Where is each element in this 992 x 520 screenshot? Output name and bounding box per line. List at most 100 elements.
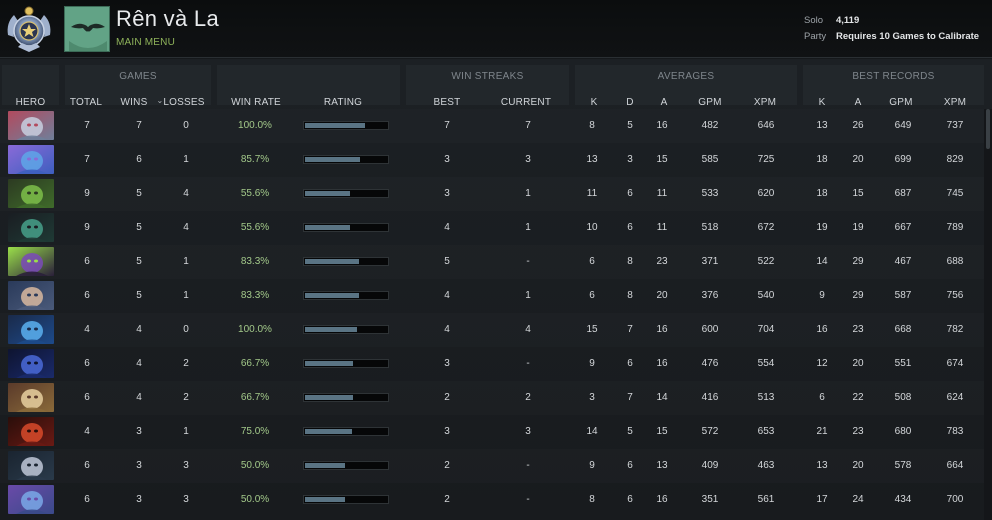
cell-best: 3 [444, 358, 450, 369]
hero-6-icon[interactable] [8, 281, 54, 310]
table-row[interactable]: 4 4 0 100.0% 4 4 15 7 16 600 704 16 23 668 782 [0, 313, 985, 347]
col-total[interactable]: TOTAL [69, 97, 103, 108]
cell-win-rate: 75.0% [240, 426, 270, 437]
cell-d: 6 [627, 188, 633, 199]
cell-xpm: 463 [757, 460, 775, 471]
cell-best: 2 [444, 460, 450, 471]
cell-bk: 19 [816, 222, 828, 233]
col-best-streak[interactable]: BEST [433, 97, 461, 108]
cell-bgpm: 578 [894, 460, 912, 471]
table-row[interactable]: 6 4 2 66.7% 2 2 3 7 14 416 513 6 22 508 624 [0, 381, 985, 415]
col-rating[interactable]: RATING [323, 97, 363, 108]
cell-losses: 4 [183, 222, 189, 233]
table-row[interactable]: 6 3 3 50.0% 2 - 9 6 13 409 463 13 20 578 664 [0, 449, 985, 483]
col-hero[interactable]: HERO [15, 97, 46, 108]
cell-bxpm: 624 [946, 392, 964, 403]
hero-2-icon[interactable] [8, 145, 54, 174]
hero-10-icon[interactable] [8, 417, 54, 446]
cell-wins: 3 [136, 494, 142, 505]
rank-medal-icon [7, 6, 51, 52]
col-avg-d[interactable]: D [626, 97, 634, 108]
col-best-k[interactable]: K [818, 97, 826, 108]
cell-total: 6 [84, 290, 90, 301]
cell-ba: 29 [852, 290, 864, 301]
hero-12-icon[interactable] [8, 485, 54, 514]
col-losses[interactable]: LOSSES [163, 97, 205, 108]
rating-bar [303, 291, 389, 300]
rating-bar-fill [305, 463, 345, 468]
cell-gpm: 416 [701, 392, 719, 403]
cell-total: 6 [84, 494, 90, 505]
cell-bgpm: 467 [894, 256, 912, 267]
table-row[interactable]: 6 5 1 83.3% 5 - 6 8 23 371 522 14 29 467 688 [0, 245, 985, 279]
col-wins[interactable]: WINS [120, 97, 148, 108]
cell-wins: 3 [136, 460, 142, 471]
cell-d: 7 [627, 392, 633, 403]
table-row[interactable]: 6 4 2 66.7% 3 - 9 6 16 476 554 12 20 551 674 [0, 347, 985, 381]
table-row[interactable]: 6 5 1 83.3% 4 1 6 8 20 376 540 9 29 587 756 [0, 279, 985, 313]
rating-bar [303, 121, 389, 130]
cell-xpm: 561 [757, 494, 775, 505]
col-best-xpm[interactable]: XPM [943, 97, 967, 108]
vertical-scrollbar[interactable] [984, 109, 992, 520]
cell-k: 11 [586, 188, 598, 199]
hero-4-icon[interactable] [8, 213, 54, 242]
cell-best: 2 [444, 494, 450, 505]
cell-wins: 4 [136, 392, 142, 403]
cell-bk: 14 [816, 256, 828, 267]
cell-xpm: 540 [757, 290, 775, 301]
cell-current: 7 [525, 120, 531, 131]
cell-xpm: 725 [757, 154, 775, 165]
cell-bxpm: 674 [946, 358, 964, 369]
mmr-info: Solo 4,119 Party Requires 10 Games to Ca… [804, 12, 979, 44]
sort-chevron-down-icon[interactable]: ⌄ [156, 96, 164, 105]
cell-bgpm: 551 [894, 358, 912, 369]
table-row[interactable]: 9 5 4 55.6% 3 1 11 6 11 533 620 18 15 687 745 [0, 177, 985, 211]
cell-xpm: 554 [757, 358, 775, 369]
cell-win-rate: 83.3% [240, 256, 270, 267]
cell-a: 15 [656, 154, 668, 165]
cell-total: 4 [84, 426, 90, 437]
cell-best: 4 [444, 290, 450, 301]
cell-a: 16 [656, 358, 668, 369]
table-row[interactable]: 4 3 1 75.0% 3 3 14 5 15 572 653 21 23 680 783 [0, 415, 985, 449]
hero-5-icon[interactable] [8, 247, 54, 276]
cell-a: 20 [656, 290, 668, 301]
col-win-rate[interactable]: WIN RATE [231, 97, 281, 108]
cell-d: 5 [627, 120, 633, 131]
col-avg-a[interactable]: A [660, 97, 668, 108]
hero-1-icon[interactable] [8, 111, 54, 140]
col-avg-xpm[interactable]: XPM [753, 97, 777, 108]
hero-11-icon[interactable] [8, 451, 54, 480]
cell-bk: 9 [819, 290, 825, 301]
main-menu-link[interactable]: MAIN MENU [116, 37, 176, 48]
cell-current: 1 [525, 290, 531, 301]
cell-current: 4 [525, 324, 531, 335]
col-avg-gpm[interactable]: GPM [698, 97, 722, 108]
scrollbar-thumb[interactable] [986, 109, 990, 149]
rating-bar [303, 393, 389, 402]
table-row[interactable]: 7 6 1 85.7% 3 3 13 3 15 585 725 18 20 699 829 [0, 143, 985, 177]
col-best-gpm[interactable]: GPM [889, 97, 913, 108]
cell-losses: 1 [183, 290, 189, 301]
hero-rows: 7 7 0 100.0% 7 7 8 5 16 482 646 13 26 649 737 7 6 1 85.7% 3… [0, 109, 985, 517]
table-row[interactable]: 9 5 4 55.6% 4 1 10 6 11 518 672 19 19 667 789 [0, 211, 985, 245]
win-streaks-group-title: WIN STREAKS [451, 71, 524, 82]
cell-wins: 5 [136, 256, 142, 267]
rating-bar-fill [305, 395, 353, 400]
cell-ba: 24 [852, 494, 864, 505]
col-current-streak[interactable]: CURRENT [500, 97, 552, 108]
hero-3-icon[interactable] [8, 179, 54, 208]
rating-bar-fill [305, 327, 357, 332]
col-avg-k[interactable]: K [590, 97, 598, 108]
table-row[interactable]: 7 7 0 100.0% 7 7 8 5 16 482 646 13 26 649 737 [0, 109, 985, 143]
table-row[interactable]: 6 3 3 50.0% 2 - 8 6 16 351 561 17 24 434 700 [0, 483, 985, 517]
cell-ba: 20 [852, 358, 864, 369]
col-best-a[interactable]: A [854, 97, 862, 108]
profile-header: Rên và La MAIN MENU Solo 4,119 Party Req… [0, 0, 992, 58]
hero-7-icon[interactable] [8, 315, 54, 344]
hero-9-icon[interactable] [8, 383, 54, 412]
hero-8-icon[interactable] [8, 349, 54, 378]
cell-wins: 5 [136, 290, 142, 301]
cell-bk: 18 [816, 188, 828, 199]
